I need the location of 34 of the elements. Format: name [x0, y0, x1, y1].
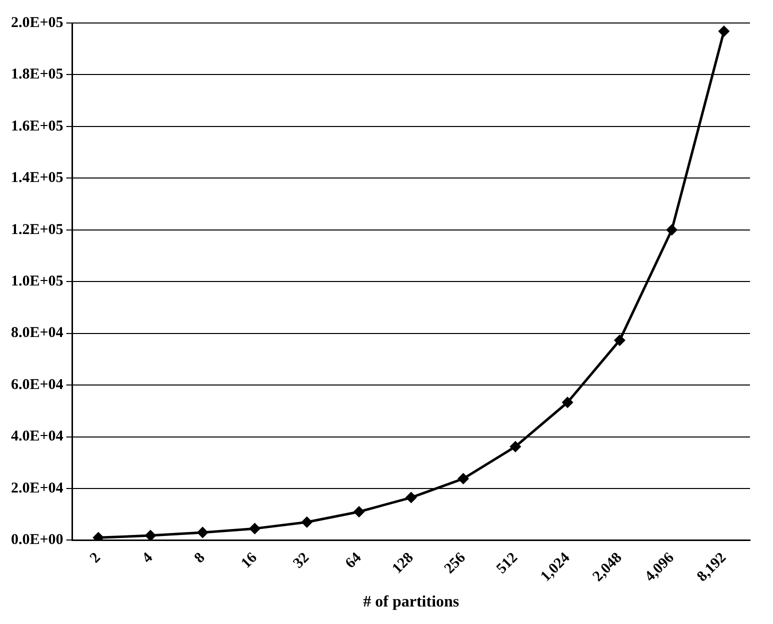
- x-tick-label: 128: [389, 550, 417, 578]
- point: [562, 397, 573, 408]
- point: [458, 473, 469, 484]
- x-tick-label: 32: [290, 550, 312, 572]
- x-tick-label: 4: [139, 549, 156, 566]
- point: [197, 527, 208, 538]
- x-tick-label: 2: [87, 550, 104, 566]
- y-tick-label: 1.6E+05: [10, 118, 64, 134]
- point: [510, 441, 521, 452]
- x-tick-label: 16: [238, 549, 261, 572]
- y-tick-label: 2.0E+05: [10, 14, 64, 31]
- y-tick-label: 8.0E+04: [10, 325, 64, 342]
- point: [718, 26, 730, 37]
- y-tick-label: 1.4E+05: [10, 170, 64, 186]
- x-tick-label: 512: [494, 550, 521, 578]
- point: [302, 516, 312, 528]
- point: [354, 506, 364, 518]
- y-tick-label: 4.0E+04: [10, 428, 64, 445]
- point: [93, 532, 104, 540]
- point: [406, 492, 416, 503]
- point: [145, 530, 156, 540]
- y-tick-label: 6.0E+04: [10, 376, 64, 393]
- x-tick-label: 8: [192, 550, 208, 566]
- y-tick-label: 2.0E+04: [10, 480, 64, 496]
- point: [614, 335, 625, 346]
- y-tick-label: 1.8E+05: [10, 66, 64, 83]
- x-tick-label: 64: [342, 549, 365, 572]
- point: [666, 224, 678, 236]
- x-tick-label: 256: [442, 549, 470, 578]
- y-tick-label: 1.2E+05: [10, 222, 64, 238]
- y-tick-label: 0.0E+00: [10, 532, 64, 548]
- point: [250, 523, 260, 534]
- x-axis-title: # of partitions: [363, 594, 460, 611]
- y-tick-label: 1.0E+05: [10, 273, 64, 290]
